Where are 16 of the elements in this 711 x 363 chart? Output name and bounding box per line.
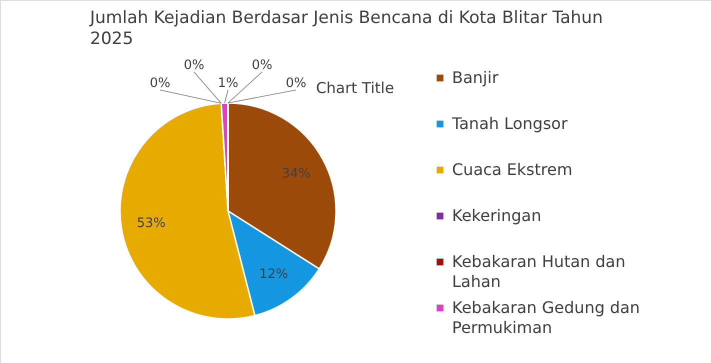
legend-label: Kebakaran Gedung dan Permukiman <box>452 298 640 337</box>
legend-label: Kebakaran Hutan dan Lahan <box>452 252 626 291</box>
data-label: 12% <box>259 266 288 282</box>
data-label: 34% <box>282 166 311 182</box>
legend-label: Tanah Longsor <box>451 114 568 133</box>
text: 0% <box>150 76 170 91</box>
text: 0% <box>184 58 204 73</box>
text: 0% <box>286 76 306 91</box>
text: 0% <box>252 58 272 73</box>
chart-title: Jumlah Kejadian Berdasar Jenis Bencana di Kota Blitar Tahun 2025 <box>89 8 603 49</box>
legend-label: Kekeringan <box>452 206 542 225</box>
data-label: 53% <box>136 216 166 232</box>
legend-label: Banjir <box>452 68 499 87</box>
text: Chart Title <box>316 79 394 97</box>
data-label: 1% <box>218 76 238 91</box>
legend-label: Cuaca Ekstrem <box>452 160 572 179</box>
